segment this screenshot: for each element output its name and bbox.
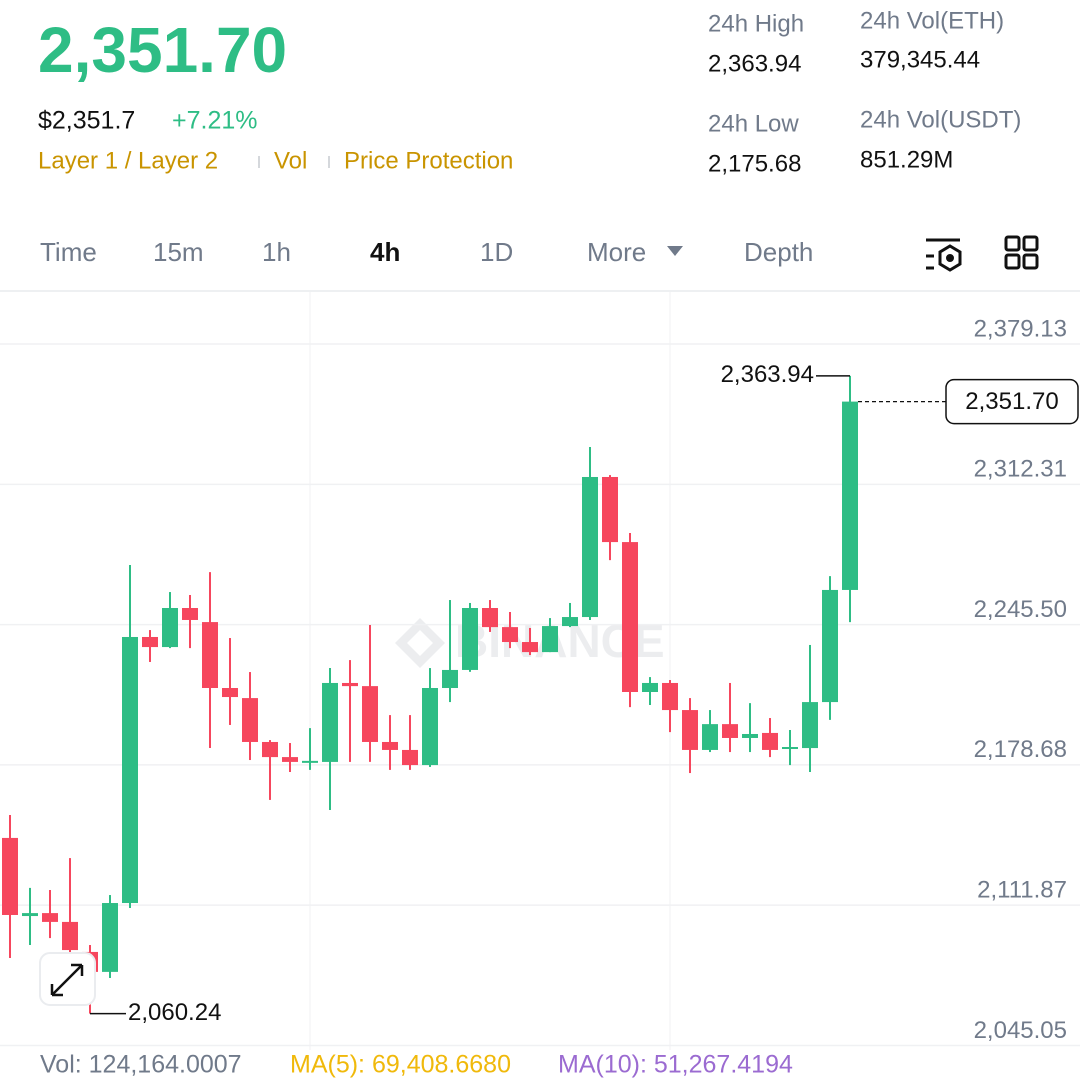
candle-body (122, 636, 138, 904)
candle-body (522, 642, 538, 653)
y-tick-label: 2,379.13 (974, 315, 1067, 342)
tag[interactable]: Price Protection (344, 147, 513, 174)
candle-body (842, 401, 858, 590)
expand-icon (50, 963, 84, 997)
stat-value: 2,363.94 (708, 50, 801, 77)
tab[interactable]: 1D (480, 237, 513, 267)
plot: 2,379.13 2,312.31 2,245.50 2,178.68 2,111.87… (0, 315, 1080, 1047)
usd-price: $2,351.7 (38, 107, 135, 135)
candle-body (182, 608, 198, 620)
candle-body (22, 913, 38, 917)
stat-value: 851.29M (860, 146, 953, 173)
y-tick-label: 2,178.68 (974, 736, 1067, 763)
y-tick-label: 2,312.31 (974, 456, 1067, 483)
candle-body (422, 688, 438, 766)
candle-body (582, 476, 598, 618)
candle-body (262, 741, 278, 758)
candle-body (222, 688, 238, 698)
candle-body (442, 669, 458, 689)
tab[interactable]: 1h (262, 237, 291, 267)
candle-body (482, 608, 498, 628)
candle-body (62, 921, 78, 951)
change: +7.21% (172, 107, 258, 135)
tab[interactable]: Depth (744, 237, 813, 267)
candle-body (682, 710, 698, 750)
candle-body (562, 617, 578, 627)
tab[interactable]: 15m (153, 237, 204, 267)
candle-body (242, 698, 258, 742)
dropdown-arrow (667, 246, 683, 256)
stat-label: 24h Vol(USDT) (860, 106, 1021, 133)
candle-body (462, 608, 478, 670)
candle-body (702, 724, 718, 750)
ma5: MA(5): 69,408.6680 (290, 1051, 511, 1079)
candle-body (542, 626, 558, 653)
candle-body (42, 913, 58, 922)
annotation-label: 2,363.94 (721, 361, 814, 388)
y-tick-label: 2,111.87 (977, 877, 1067, 904)
stat-label: 24h Vol(ETH) (860, 7, 1004, 34)
candle-body (722, 724, 738, 738)
candle-body (202, 622, 218, 689)
candle-body (742, 733, 758, 738)
y-tick-label: 2,245.50 (974, 596, 1067, 623)
candle-body (362, 686, 378, 742)
candle-body (322, 682, 338, 762)
candle-body (662, 682, 678, 711)
stat-value: 379,345.44 (860, 46, 980, 73)
candle-body (382, 741, 398, 750)
candle-body (782, 747, 798, 750)
annotation-label: 2,060.24 (128, 999, 221, 1026)
tab[interactable]: Time (40, 237, 97, 267)
candle-body (622, 542, 638, 692)
candle-body (342, 682, 358, 687)
candle-body (402, 749, 418, 766)
candle-body (502, 627, 518, 643)
tag[interactable]: Layer 1 / Layer 2 (38, 147, 218, 174)
candle-body (302, 760, 318, 763)
price: 2,351.70 (38, 14, 287, 86)
candle-body (142, 636, 158, 648)
stat-label: 24h Low (708, 110, 799, 137)
vol: Vol: 124,164.0007 (40, 1051, 242, 1079)
candle-body (822, 589, 838, 703)
candle-body (102, 903, 118, 972)
ma10: MA(10): 51,267.4194 (558, 1051, 793, 1079)
indicator-icon[interactable] (926, 238, 962, 272)
tab[interactable]: More (587, 237, 646, 267)
candle-body (2, 837, 18, 915)
tab-active[interactable]: 4h (370, 237, 400, 267)
last-price-box (945, 378, 1079, 425)
candle-body (642, 682, 658, 692)
last-price-label: 2,351.70 (965, 388, 1058, 415)
candle-body (762, 732, 778, 750)
stat-label: 24h High (708, 10, 804, 37)
candle-body (802, 702, 818, 749)
tag[interactable]: Vol (274, 147, 307, 174)
layout-icon[interactable] (1004, 235, 1039, 270)
y-tick-label: 2,045.05 (974, 1017, 1067, 1044)
candle-body (282, 757, 298, 762)
candle-body (162, 608, 178, 648)
candle-body (602, 476, 618, 543)
stat-value: 2,175.68 (708, 150, 801, 177)
